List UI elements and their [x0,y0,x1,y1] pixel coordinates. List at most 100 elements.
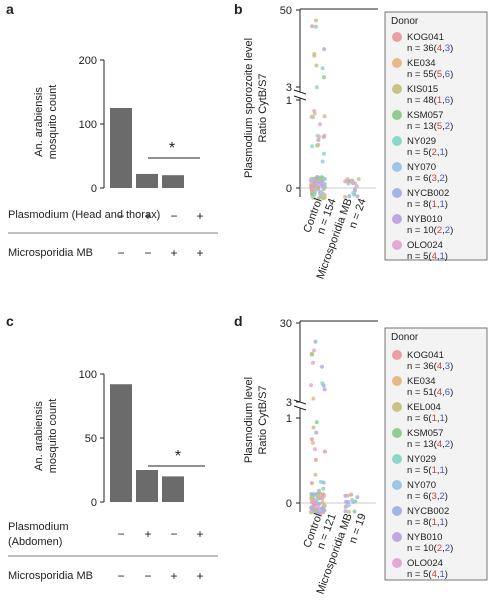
panel-d-point-mb-10 [349,492,354,497]
panel-d-legend-swatch-nycb002 [392,506,402,516]
panel-b-legend-name-ksm057: KSM057 [407,110,443,121]
panel-b-point-control-64 [322,47,327,52]
panel-b-legend-swatch-ke034 [392,58,402,68]
panel-c-row1-sign-3: − [170,527,177,541]
panel-d-point-mb-12 [346,509,351,514]
panel-d-point-control-40 [311,425,316,430]
panel-c-bar-1 [110,384,132,502]
panel-d-point-control-48 [311,492,316,497]
panel-d-ytick-label-0: 0 [286,498,292,510]
panel-d-point-control-70 [313,472,318,477]
panel-b-point-control-91 [316,185,321,190]
panel-a-row2-sign-3: + [170,246,177,260]
panel-b-point-control-19 [322,114,327,119]
panel-d-point-control-69 [311,396,316,401]
panel-b-point-control-74 [321,75,326,80]
panel-d-point-mb-8 [343,509,348,514]
panel-b-point-control-95 [316,142,321,147]
panel-b-ylabel-2: Ratio CytB/S7 [257,73,269,142]
panel-d-legend-swatch-olo024 [392,558,402,568]
panel-d-points [309,339,360,516]
panel-a-bar-3 [162,175,184,188]
panel-d-point-control-87 [310,352,315,357]
panel-a-row2-sign-2: − [144,246,151,260]
panel-d-legend-name-nyb010: NYB010 [407,532,442,543]
panel-d-point-control-44 [320,500,325,505]
panel-d-point-control-8 [314,420,319,425]
panel-b-points [309,18,361,201]
panel-d-legend-swatch-nyb010 [392,532,402,542]
panel-b-point-control-23 [314,18,318,23]
panel-b-legend-name-ny070: NY070 [407,162,436,173]
panel-b-ytick-label-50: 50 [280,5,292,17]
panel-d-point-control-86 [321,492,326,497]
panel-d-point-control-77 [309,496,314,501]
panel-a-ylabel-2: mosquito count [47,85,59,160]
panel-b-point-control-99 [312,184,317,189]
panel-b-legend-count-nyb010: n = 10(2,2) [407,225,453,236]
panel-d-legend [384,327,488,581]
panel-c-row1-sign-2: + [144,527,151,541]
panel-b-point-control-108 [320,183,325,188]
panel-d-point-control-71 [310,440,315,445]
panel-d-point-control-63 [317,488,321,493]
panel-d-point-mb-9 [350,498,355,503]
panel-c-ytick-label-100: 100 [79,369,97,381]
panel-b-point-control-106 [312,109,317,113]
panel-d-point-mb-15 [346,503,351,508]
panel-c-row2-sign-1: − [117,569,124,583]
panel-b-ytick-label-3: 3 [286,82,292,94]
panel-d-ytick-label-30: 30 [280,318,292,330]
panel-d-point-control-84 [315,511,320,516]
panel-d-legend-swatch-ny070 [392,480,402,490]
panel-d-legend-name-ksm057: KSM057 [407,428,443,439]
panel-d: d Plasmodium level Ratio CytB/S7 30 3 1 … [234,313,488,596]
panel-b-point-control-109 [317,134,322,139]
panel-b-point-control-100 [319,179,324,184]
panel-b-legend-swatch-olo024 [392,240,402,250]
panel-b-ylabel-1: Plasmodium sporozoite level [243,38,255,178]
panel-b: b Plasmodium sporozoite level Ratio CytB… [234,1,488,281]
panel-d-legend-count-ke034: n = 51(4,6) [407,387,453,398]
panel-b-point-control-104 [320,175,324,180]
panel-c-row2-sign-4: + [196,569,203,583]
panel-c-bar-3 [162,476,184,502]
panel-b-point-control-107 [318,194,323,199]
panel-d-legend-title: Donor [391,332,419,343]
panel-d-legend-count-ny070: n = 6(3,2) [407,491,448,502]
panel-c-row1-label-2: (Abdomen) [8,536,62,548]
panel-b-point-control-43 [314,85,319,90]
panel-d-point-control-81 [317,493,322,498]
panel-b-legend-swatch-kis015 [392,84,402,94]
panel-d-legend-swatch-kel004 [392,402,402,412]
panel-b-point-mb-5 [354,184,359,189]
panel-d-point-control-24 [309,481,314,486]
panel-c-ylabel-1: An. arabiensis [33,401,45,471]
panel-d-legend-swatch-ny029 [392,454,402,464]
panel-b-legend-swatch-nycb002 [392,188,402,198]
panel-a-row1-label: Plasmodium (Head and thorax) [8,209,160,221]
panel-d-axis-break-2 [293,405,307,411]
panel-a-ytick-label-0: 0 [91,183,97,195]
panel-b-legend-name-kis015: KIS015 [407,84,438,95]
panel-d-point-control-55 [314,430,319,435]
panel-c-ylabel-2: mosquito count [47,399,59,474]
panel-c-row1-sign-1: − [117,527,124,541]
panel-a-row1-sign-1: − [117,209,124,223]
panel-d-point-control-4 [309,437,314,442]
panel-b-legend-count-ksm057: n = 13(5,2) [407,121,453,132]
panel-b-legend-name-nycb002: NYCB002 [407,188,449,199]
panel-b-legend [384,11,488,261]
panel-c-ytick-label-0: 0 [91,497,97,509]
panel-d-legend-name-kel004: KEL004 [407,402,441,413]
panel-b-point-control-86 [321,135,326,139]
panel-b-point-control-28 [320,159,325,164]
panel-b-point-control-61 [309,114,314,119]
panel-d-point-mb-13 [343,493,348,498]
panel-d-legend-count-kog041: n = 36(4,3) [407,361,453,372]
panel-d-legend-name-kog041: KOG041 [407,350,444,361]
panel-b-legend-name-ny029: NY029 [407,136,436,147]
